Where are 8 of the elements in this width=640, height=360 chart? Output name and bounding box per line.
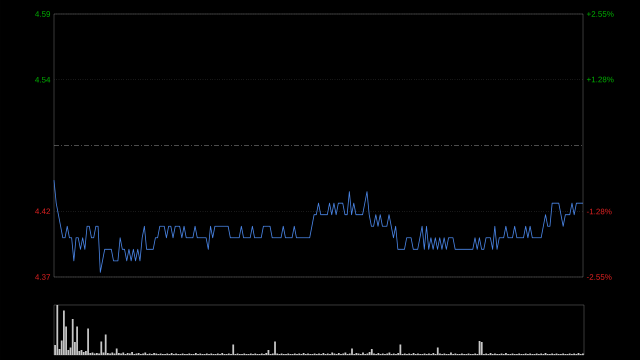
y-tick-label: 4.42: [35, 208, 50, 214]
y-tick-label: 4.59: [35, 11, 50, 17]
y2-tick-label: +2.55%: [586, 11, 614, 17]
y2-tick-label: -2.55%: [586, 274, 612, 280]
y2-tick-label: -1.28%: [586, 208, 612, 214]
y2-tick-label: +1.28%: [586, 76, 614, 82]
y-tick-label: 4.37: [35, 274, 50, 280]
y-tick-label: 4.54: [35, 76, 50, 83]
